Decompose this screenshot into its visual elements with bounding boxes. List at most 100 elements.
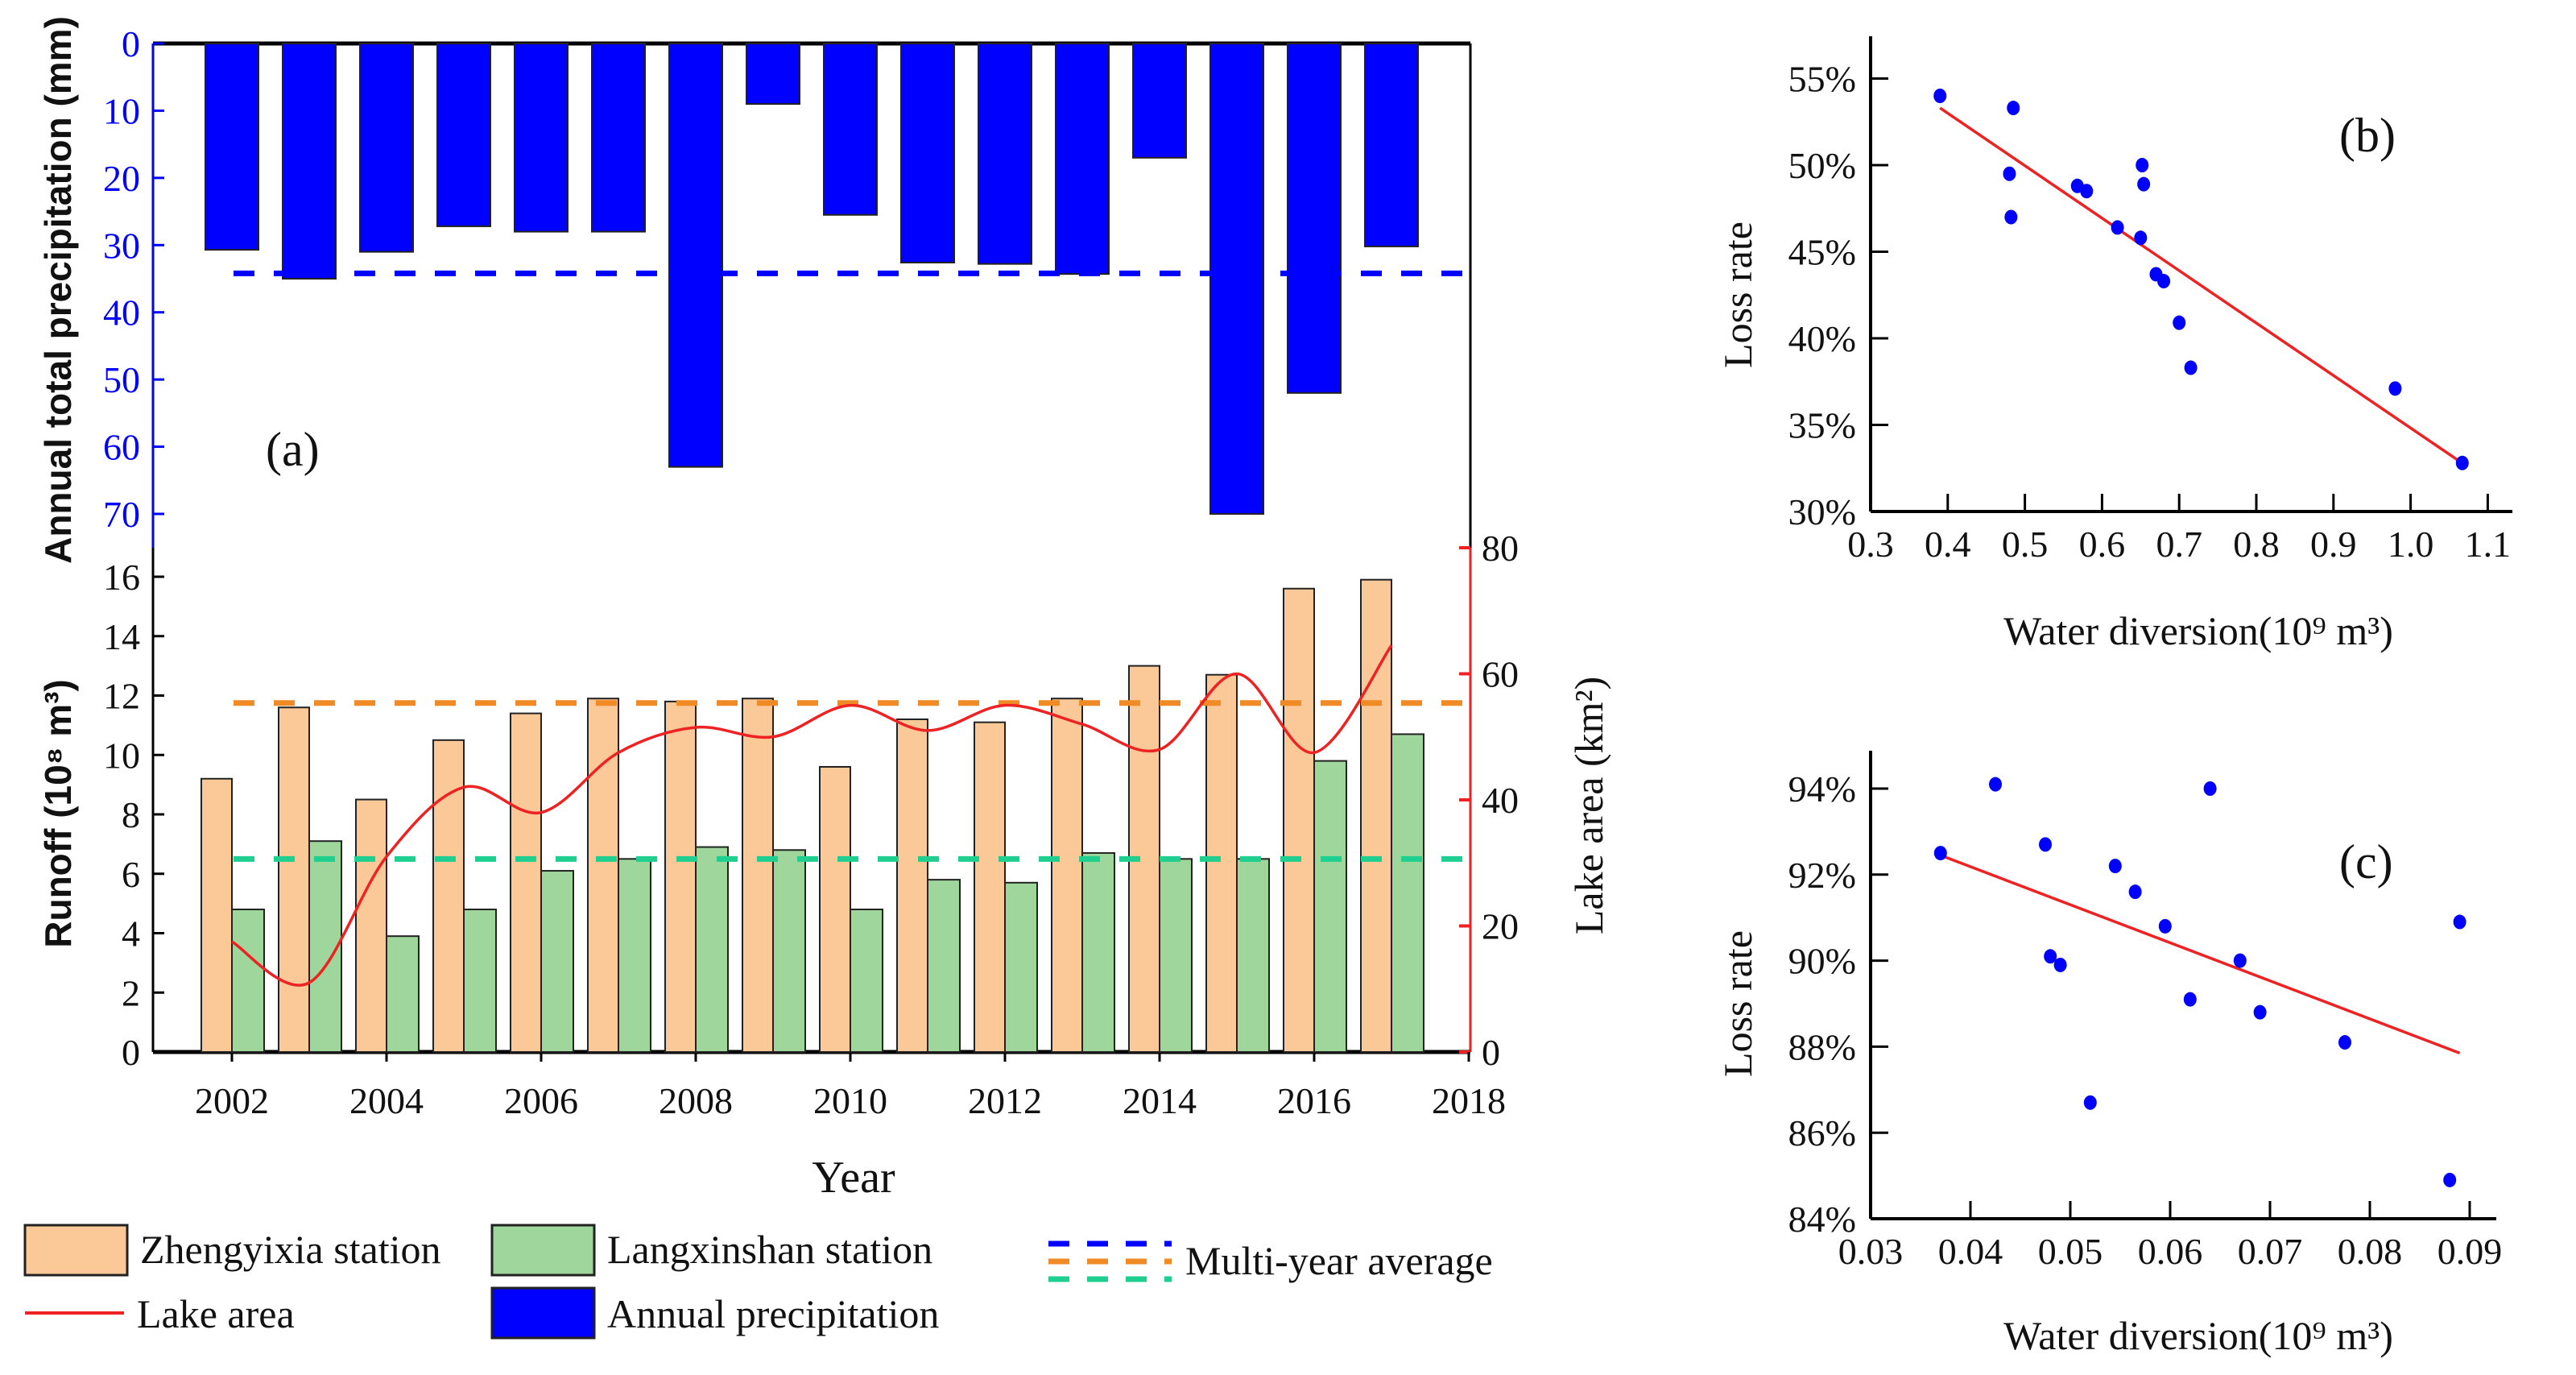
precip-tick-label: 10: [103, 90, 140, 131]
zhengyixia-bar: [355, 798, 387, 1053]
y-axis-title-runoff: Runoff (10⁸ m³): [37, 679, 79, 947]
y-tick-label: 86%: [1788, 1112, 1856, 1153]
data-point: [2004, 209, 2018, 225]
data-point: [1933, 846, 1947, 861]
runoff-tick-label: 10: [103, 735, 140, 776]
langxinshan-bar: [386, 935, 420, 1053]
langxinshan-bar: [1081, 851, 1115, 1053]
data-point: [2173, 315, 2186, 330]
precip-bar: [514, 43, 569, 233]
y-tick-label: 35%: [1788, 405, 1856, 446]
year-tick-label: 2012: [968, 1080, 1042, 1121]
precip-bar: [823, 43, 878, 216]
zhengyixia-bar: [819, 766, 851, 1053]
year-tick-label: 2010: [813, 1080, 887, 1121]
precip-bar: [746, 43, 800, 106]
data-point: [2134, 230, 2148, 246]
precip-bar: [978, 43, 1032, 265]
data-point: [2053, 957, 2067, 972]
lake-area-line: [231, 644, 1393, 987]
data-point: [2253, 1004, 2267, 1020]
c-x-axis-title: Water diversion(10⁹ m³): [2003, 1313, 2393, 1358]
langxinshan-bar: [308, 840, 342, 1053]
year-tick-label: 2004: [349, 1080, 424, 1121]
y-tick-label: 84%: [1788, 1199, 1856, 1240]
precip-bar: [1209, 43, 1264, 515]
y-tick-label: 40%: [1788, 318, 1856, 359]
data-point: [2007, 101, 2020, 116]
langxinshan-bar: [772, 849, 806, 1053]
y-tick-label: 50%: [1788, 145, 1856, 186]
data-point: [2388, 381, 2402, 396]
x-tick-label: 0.04: [1938, 1231, 2003, 1272]
lake-tick-label: 20: [1482, 906, 1519, 947]
x-tick-label: 1.1: [2465, 524, 2512, 565]
langxinshan-bar: [927, 879, 961, 1053]
data-point: [2443, 1172, 2457, 1187]
precip-bar: [436, 43, 491, 227]
x-tick-label: 0.7: [2156, 524, 2202, 565]
c-y-axis-title: Loss rate: [1715, 930, 1760, 1077]
lake-tick-label: 0: [1482, 1032, 1500, 1073]
runoff-tick-label: 12: [103, 676, 140, 717]
runoff-tick-label: 4: [122, 913, 140, 955]
langxinshan-bar: [1236, 858, 1270, 1053]
y-tick-label: 45%: [1788, 232, 1856, 273]
panel-b-label: (b): [2339, 109, 2396, 162]
data-point: [2157, 274, 2171, 289]
x-axis-title-year: Year: [812, 1153, 895, 1203]
zhengyixia-bar: [1360, 578, 1392, 1053]
x-tick-label: 0.09: [2437, 1231, 2503, 1272]
y-axis-title-precipitation: Annual total precipitation (mm): [37, 16, 79, 564]
runoff-tick-label: 6: [122, 854, 140, 895]
legend-label-lake-area: Lake area: [137, 1291, 295, 1336]
data-point: [2080, 184, 2094, 199]
legend-label-precipitation: Annual precipitation: [607, 1291, 939, 1336]
fit-line: [1939, 106, 2466, 466]
runoff-tick-label: 16: [103, 557, 140, 598]
panel-a-label: (a): [266, 423, 320, 476]
precip-bar: [900, 43, 955, 263]
x-tick-label: 1.0: [2388, 524, 2434, 565]
precip-tick-label: 50: [103, 359, 140, 400]
y-tick-label: 90%: [1788, 941, 1856, 982]
data-point: [2455, 455, 2469, 470]
panel-c-scatter: 84% 86% 88% 90% 92% 94% 0.03 0.04 0.05 0.06 0.07 0.…: [1788, 751, 2503, 1272]
runoff-tick-label: 0: [122, 1032, 140, 1073]
data-point: [2039, 837, 2052, 852]
fit-line: [1940, 854, 2461, 1055]
year-tick-label: 2008: [659, 1080, 733, 1121]
data-point: [2083, 1095, 2097, 1110]
legend-swatch-zhengyixia: [23, 1224, 129, 1277]
lake-tick-label: 60: [1482, 654, 1519, 695]
zhengyixia-bar: [1283, 587, 1315, 1053]
legend-label-langxinshan: Langxinshan station: [607, 1227, 932, 1272]
lake-tick-label: 80: [1482, 528, 1519, 569]
b-y-axis-title: Loss rate: [1715, 222, 1760, 368]
data-point: [2111, 220, 2124, 235]
data-point: [2183, 992, 2197, 1007]
year-tick-label: 2016: [1277, 1080, 1351, 1121]
year-tick-label: 2002: [195, 1080, 269, 1121]
runoff-tick-label: 2: [122, 972, 140, 1013]
zhengyixia-bar: [896, 719, 928, 1053]
x-tick-label: 0.5: [2002, 524, 2049, 565]
langxinshan-bar: [1391, 733, 1424, 1053]
zhengyixia-bar: [278, 706, 310, 1053]
precip-bar: [1055, 43, 1110, 275]
precip-bar: [1364, 43, 1419, 247]
legend-label-zhengyixia: Zhengyixia station: [140, 1227, 441, 1272]
data-point: [1989, 777, 2002, 792]
zhengyixia-bar: [510, 712, 542, 1053]
langxinshan-bar: [1004, 881, 1038, 1053]
precip-tick-label: 20: [103, 158, 140, 199]
precip-bar: [668, 43, 723, 468]
precip-bar: [1132, 43, 1187, 159]
x-tick-label: 0.8: [2233, 524, 2280, 565]
data-point: [2003, 166, 2016, 181]
zhengyixia-bar: [664, 700, 697, 1053]
data-point: [2128, 884, 2142, 900]
y-tick-label: 92%: [1788, 855, 1856, 896]
data-point: [2203, 781, 2217, 796]
